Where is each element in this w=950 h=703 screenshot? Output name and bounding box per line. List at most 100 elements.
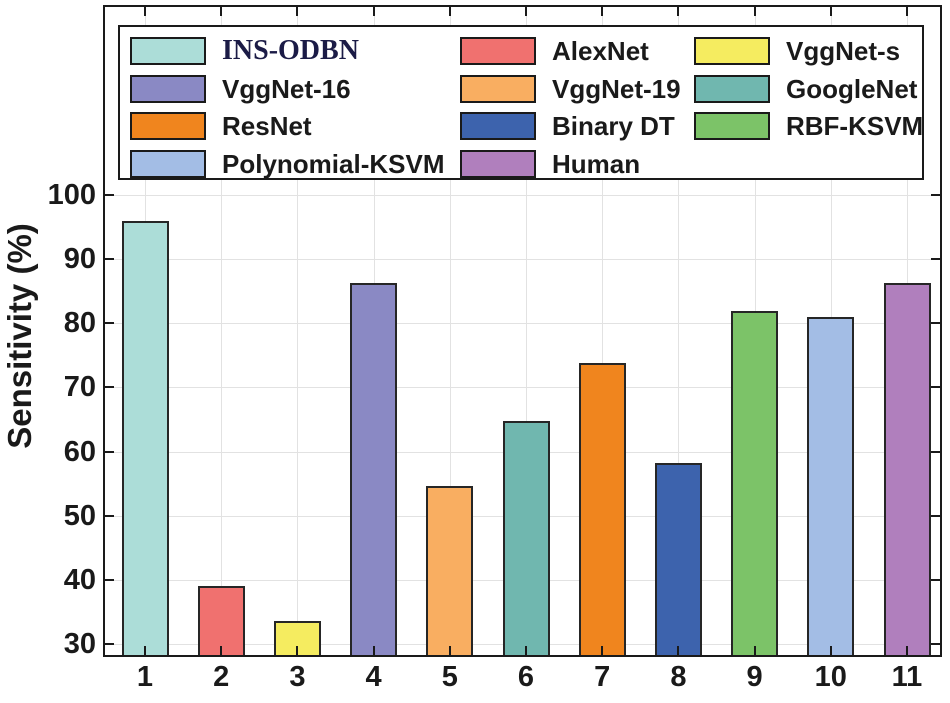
bar-vggnet-16 bbox=[350, 282, 398, 655]
bar-ins-odbn bbox=[121, 220, 169, 655]
legend-label: GoogleNet bbox=[786, 73, 918, 104]
gridline-horizontal bbox=[105, 259, 940, 261]
bar-googlenet bbox=[502, 420, 550, 655]
legend-label: VggNet-16 bbox=[222, 73, 351, 104]
legend-swatch bbox=[130, 37, 206, 65]
x-tick-label: 4 bbox=[365, 661, 382, 693]
x-axis-tick-top bbox=[296, 7, 299, 16]
gridline-horizontal bbox=[105, 323, 940, 325]
legend-swatch bbox=[460, 74, 536, 103]
x-axis-tick-bottom bbox=[448, 646, 451, 655]
legend-label: RBF-KSVM bbox=[786, 111, 924, 141]
x-tick-label: 8 bbox=[670, 661, 687, 693]
x-tick-label: 2 bbox=[213, 661, 230, 693]
legend-label: ResNet bbox=[222, 111, 312, 141]
x-axis-tick-bottom bbox=[906, 646, 908, 655]
gridline-vertical bbox=[602, 7, 604, 655]
y-tick-label: 40 bbox=[63, 563, 96, 596]
gridline-vertical bbox=[526, 7, 527, 655]
x-tick-label: 1 bbox=[136, 661, 154, 693]
x-tick-label: 11 bbox=[891, 661, 923, 693]
x-axis-tick-top bbox=[829, 7, 832, 16]
y-axis-tick-left bbox=[105, 322, 114, 325]
bar-rbf-ksvm bbox=[731, 311, 779, 655]
y-tick-label: 80 bbox=[63, 307, 96, 340]
y-axis-tick-right bbox=[931, 578, 940, 581]
x-axis-tick-bottom bbox=[372, 646, 375, 655]
gridline-vertical bbox=[221, 7, 223, 655]
bar-polynomial-ksvm bbox=[807, 316, 855, 655]
legend-swatch bbox=[460, 112, 536, 140]
y-axis-tick-right bbox=[931, 386, 940, 389]
y-axis-tick-left bbox=[105, 514, 114, 517]
legend-swatch bbox=[130, 112, 206, 140]
x-axis-tick-bottom bbox=[220, 646, 223, 655]
y-axis-tick-right bbox=[931, 514, 940, 517]
gridline-vertical bbox=[297, 7, 299, 655]
bar-resnet bbox=[578, 363, 626, 655]
x-axis-tick-bottom bbox=[829, 646, 832, 655]
x-axis-tick-top bbox=[906, 7, 908, 16]
legend-label: VggNet-s bbox=[786, 36, 901, 66]
y-tick-label: 90 bbox=[63, 243, 96, 276]
y-axis-tick-left bbox=[105, 642, 114, 645]
legend-label: VggNet-19 bbox=[552, 73, 681, 104]
x-axis-tick-top bbox=[601, 7, 604, 16]
x-axis-tick-top bbox=[448, 7, 451, 16]
legend-swatch bbox=[694, 37, 770, 65]
x-tick-label: 10 bbox=[814, 661, 847, 693]
x-tick-label: 9 bbox=[746, 661, 763, 693]
gridline-vertical bbox=[449, 7, 451, 655]
legend-swatch bbox=[694, 74, 770, 103]
x-axis-tick-bottom bbox=[296, 646, 299, 655]
x-tick-label: 3 bbox=[289, 661, 306, 693]
y-axis-tick-right bbox=[931, 642, 940, 645]
x-axis-tick-bottom bbox=[601, 646, 604, 655]
y-axis-tick-right bbox=[931, 194, 940, 196]
y-axis-tick-left bbox=[105, 194, 114, 196]
x-axis-tick-bottom bbox=[753, 646, 756, 655]
y-axis-tick-right bbox=[931, 258, 940, 261]
bar-alexnet bbox=[197, 586, 245, 655]
y-tick-label: 70 bbox=[63, 371, 96, 404]
legend-swatch bbox=[694, 112, 770, 140]
x-axis-tick-bottom bbox=[525, 646, 527, 655]
y-axis-tick-right bbox=[931, 322, 940, 325]
x-axis-tick-top bbox=[220, 7, 223, 16]
gridline-vertical bbox=[678, 7, 680, 655]
y-tick-label: 30 bbox=[63, 627, 96, 660]
y-axis-tick-left bbox=[105, 258, 114, 261]
y-axis-tick-left bbox=[105, 386, 114, 389]
y-tick-label: 100 bbox=[47, 179, 96, 211]
x-tick-label: 6 bbox=[517, 661, 535, 693]
gridline-horizontal bbox=[105, 195, 940, 196]
legend-swatch bbox=[460, 149, 536, 178]
legend-label: Binary DT bbox=[552, 111, 675, 141]
x-tick-label: 5 bbox=[441, 661, 458, 693]
legend-swatch bbox=[130, 149, 206, 178]
x-axis-tick-top bbox=[753, 7, 756, 16]
x-tick-label: 7 bbox=[594, 661, 611, 693]
legend-label: INS-ODBN bbox=[222, 35, 359, 66]
y-tick-label: 50 bbox=[63, 499, 96, 532]
y-tick-label: 60 bbox=[63, 435, 96, 468]
x-axis-tick-top bbox=[372, 7, 375, 16]
x-axis-tick-bottom bbox=[144, 646, 146, 655]
bar-binary-dt bbox=[654, 463, 702, 655]
bar-human bbox=[883, 282, 931, 655]
y-axis-tick-left bbox=[105, 450, 114, 453]
bar-vggnet-19 bbox=[426, 486, 474, 655]
x-axis-tick-top bbox=[525, 7, 527, 16]
gridline-horizontal bbox=[105, 387, 940, 389]
legend-swatch bbox=[130, 74, 206, 103]
x-axis-tick-bottom bbox=[677, 646, 680, 655]
x-axis-tick-top bbox=[677, 7, 680, 16]
y-axis-tick-left bbox=[105, 578, 114, 581]
legend-label: Polynomial-KSVM bbox=[222, 148, 445, 179]
x-axis-tick-top bbox=[144, 7, 146, 16]
legend-label: Human bbox=[552, 148, 641, 179]
y-axis-tick-right bbox=[931, 450, 940, 453]
legend-label: AlexNet bbox=[552, 36, 649, 66]
legend: INS-ODBN AlexNet VggNet-s VggNet-16 VggNet-1… bbox=[118, 25, 924, 180]
